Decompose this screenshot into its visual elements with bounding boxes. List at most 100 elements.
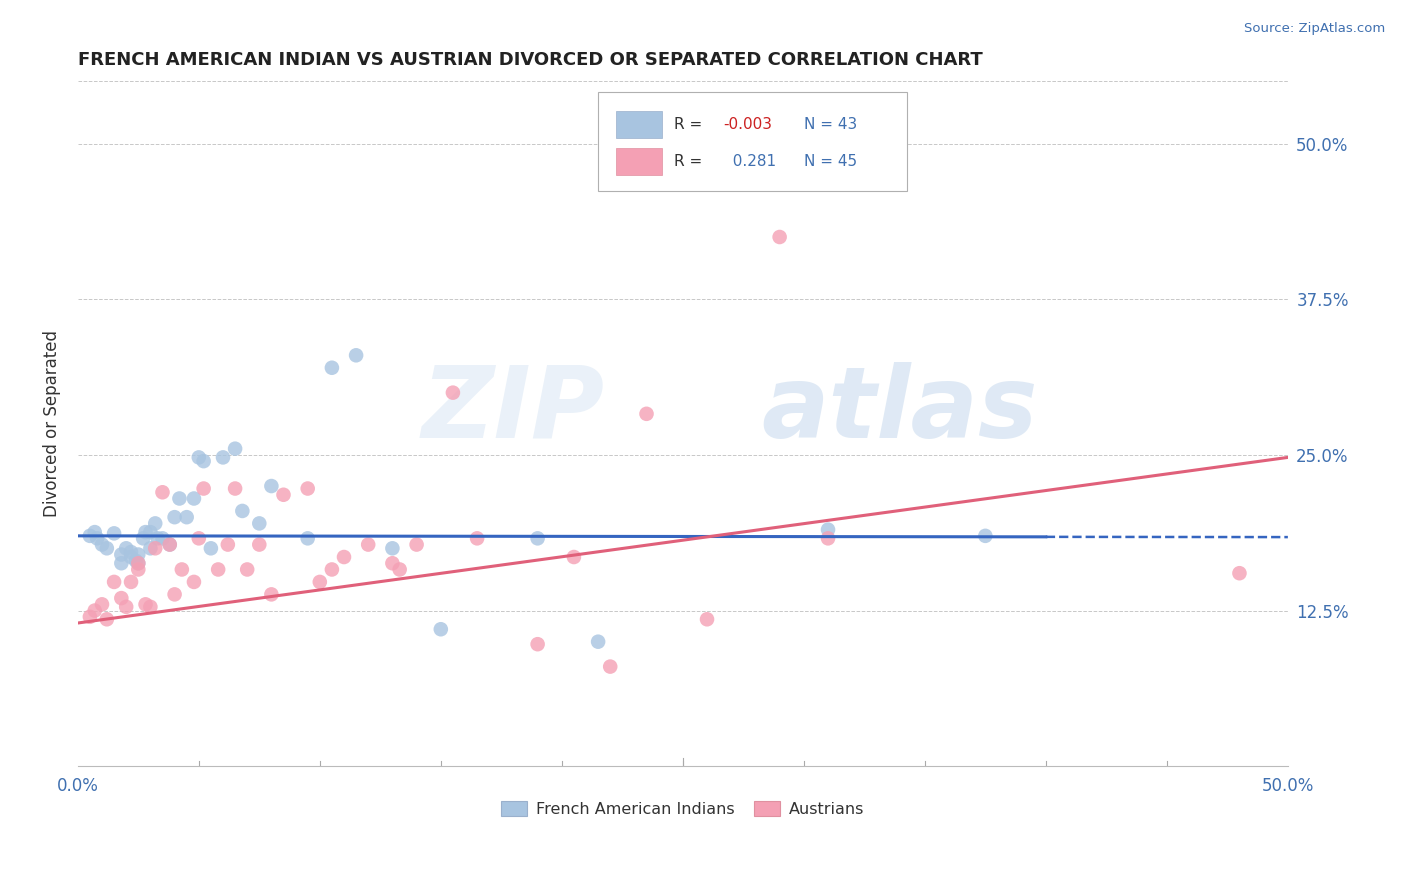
Point [273,488,295,502]
Point [236,562,259,576]
Text: N = 45: N = 45 [804,154,856,169]
Point [110,548,132,562]
Point [115,599,138,614]
Point [297,482,319,496]
FancyBboxPatch shape [598,92,907,191]
Point [159,538,181,552]
Point [526,532,548,546]
Point [139,599,162,614]
Text: ZIP: ZIP [422,361,605,458]
Point [143,516,166,531]
Point [120,549,142,564]
Point [170,562,193,576]
Point [405,538,427,552]
Point [187,532,209,546]
Point [127,556,149,570]
Point [224,482,246,496]
Point [465,532,488,546]
Point [344,348,367,362]
Point [187,450,209,465]
Point [125,554,148,568]
Point [260,587,283,601]
Text: 0.281: 0.281 [723,154,776,169]
Text: R =: R = [675,154,707,169]
Point [83,603,105,617]
Point [103,574,125,589]
Point [79,529,101,543]
Legend: French American Indians, Austrians: French American Indians, Austrians [495,795,870,823]
Point [599,659,621,673]
Point [91,538,114,552]
Point [127,562,149,576]
Point [110,556,132,570]
Point [247,516,270,531]
Point [224,442,246,456]
Point [127,556,149,570]
Point [103,526,125,541]
Point [79,609,101,624]
Point [308,574,330,589]
Point [1229,566,1251,581]
Point [526,637,548,651]
Point [231,504,253,518]
Point [91,598,114,612]
Text: -0.003: -0.003 [723,117,772,132]
Point [636,407,658,421]
Point [163,510,186,524]
Point [86,532,108,546]
FancyBboxPatch shape [616,111,662,138]
Point [388,562,411,576]
Point [143,541,166,556]
Point [769,230,792,244]
Text: Source: ZipAtlas.com: Source: ZipAtlas.com [1244,22,1385,36]
Point [139,541,162,556]
Point [120,545,142,559]
Point [183,491,205,506]
Point [132,532,155,546]
Point [163,587,186,601]
Point [817,523,839,537]
Point [430,622,453,636]
Point [381,541,404,556]
Point [381,556,404,570]
Point [110,591,132,606]
Point [586,634,609,648]
Point [183,574,205,589]
FancyBboxPatch shape [616,148,662,175]
Point [96,541,118,556]
Y-axis label: Divorced or Separated: Divorced or Separated [44,330,60,517]
Point [817,532,839,546]
Text: FRENCH AMERICAN INDIAN VS AUSTRIAN DIVORCED OR SEPARATED CORRELATION CHART: FRENCH AMERICAN INDIAN VS AUSTRIAN DIVOR… [77,51,983,69]
Point [297,532,319,546]
Point [169,491,191,506]
Text: N = 43: N = 43 [804,117,858,132]
Point [321,562,343,576]
Point [193,482,215,496]
Point [696,612,718,626]
Point [152,532,174,546]
Point [96,612,118,626]
Point [193,454,215,468]
Point [152,485,174,500]
Point [974,529,997,543]
Point [120,574,142,589]
Point [441,385,464,400]
Point [357,538,380,552]
Point [217,538,239,552]
Point [135,525,157,540]
Point [333,549,356,564]
Point [127,548,149,562]
Point [159,538,181,552]
Point [321,360,343,375]
Point [135,598,157,612]
Point [247,538,270,552]
Text: atlas: atlas [762,361,1038,458]
Text: R =: R = [675,117,707,132]
Point [146,532,169,546]
Point [83,525,105,540]
Point [212,450,235,465]
Point [207,562,229,576]
Point [260,479,283,493]
Point [115,541,138,556]
Point [176,510,198,524]
